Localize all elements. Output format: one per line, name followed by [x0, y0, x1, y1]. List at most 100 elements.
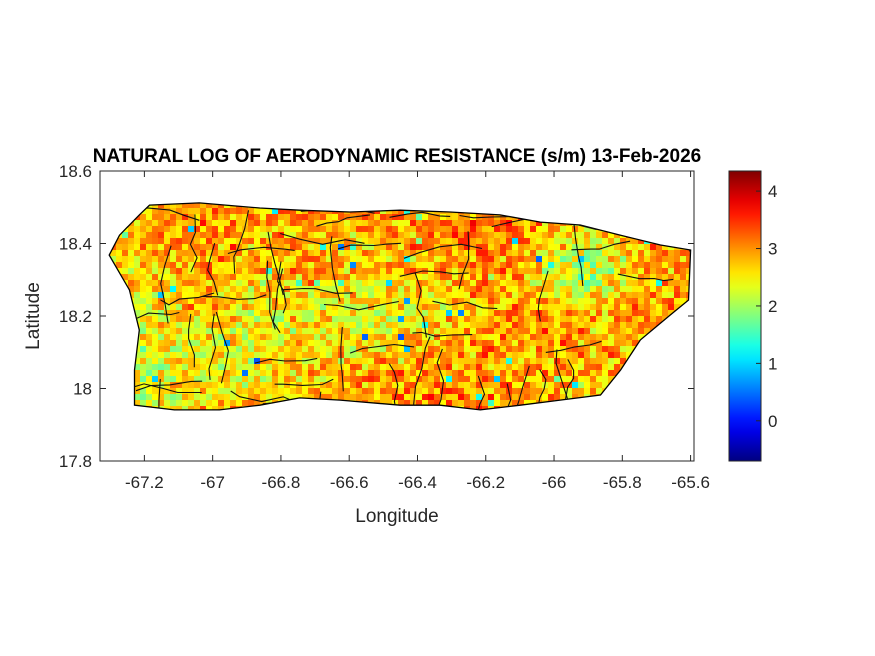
- heatmap-cell: [434, 352, 441, 359]
- heatmap-cell: [218, 220, 225, 227]
- heatmap-cell: [452, 250, 459, 257]
- heatmap-cell: [578, 340, 585, 347]
- heatmap-cell: [230, 280, 237, 287]
- heatmap-cell: [422, 400, 429, 407]
- heatmap-cell: [236, 364, 243, 371]
- heatmap-cell: [440, 352, 447, 359]
- heatmap-cell: [566, 352, 573, 359]
- heatmap-cell: [596, 256, 603, 263]
- heatmap-cell: [608, 358, 615, 365]
- heatmap-cell: [158, 328, 165, 335]
- municipality-boundary: [267, 231, 284, 296]
- heatmap-cell: [674, 280, 681, 287]
- heatmap-cell: [506, 370, 513, 377]
- heatmap-cell: [212, 322, 219, 329]
- heatmap-cell: [266, 382, 273, 389]
- heatmap-cell: [482, 376, 489, 383]
- heatmap-cell: [290, 376, 297, 383]
- heatmap-cell: [140, 316, 147, 323]
- heatmap-cell: [518, 310, 525, 317]
- heatmap-cell: [392, 220, 399, 227]
- heatmap-cell: [500, 256, 507, 263]
- heatmap-cell: [392, 298, 399, 305]
- heatmap-cell: [470, 292, 477, 299]
- heatmap-cell: [614, 346, 621, 353]
- heatmap-cell: [332, 226, 339, 233]
- heatmap-cell: [206, 220, 213, 227]
- heatmap-cell: [404, 340, 411, 347]
- heatmap-cell: [602, 310, 609, 317]
- heatmap-cell: [158, 394, 165, 401]
- heatmap-cell: [566, 244, 573, 251]
- x-tick-label: -66.2: [466, 473, 505, 492]
- heatmap-cell: [266, 394, 273, 401]
- heatmap-cell: [530, 316, 537, 323]
- heatmap-cell: [506, 226, 513, 233]
- heatmap-cell: [494, 244, 501, 251]
- heatmap-cell: [590, 352, 597, 359]
- heatmap-cell: [314, 298, 321, 305]
- heatmap-cell: [674, 262, 681, 269]
- heatmap-cell: [380, 274, 387, 281]
- heatmap-cell: [224, 232, 231, 239]
- heatmap-cell: [146, 304, 153, 311]
- heatmap-cell: [530, 376, 537, 383]
- heatmap-cell: [116, 238, 123, 245]
- heatmap-cell: [434, 316, 441, 323]
- heatmap-cell: [446, 220, 453, 227]
- heatmap-cell: [620, 310, 627, 317]
- heatmap-cell: [506, 304, 513, 311]
- heatmap-cell: [188, 352, 195, 359]
- heatmap-cell: [464, 298, 471, 305]
- heatmap-cell: [614, 358, 621, 365]
- heatmap-cell: [566, 370, 573, 377]
- heatmap-cell: [428, 304, 435, 311]
- heatmap-cell: [644, 250, 651, 257]
- heatmap-cell: [452, 220, 459, 227]
- heatmap-cell: [428, 328, 435, 335]
- heatmap-cell: [362, 244, 369, 251]
- y-tick-label: 17.8: [59, 452, 92, 471]
- heatmap-cell: [488, 310, 495, 317]
- heatmap-cell: [290, 334, 297, 341]
- heatmap-cell: [236, 214, 243, 221]
- heatmap-cell: [308, 268, 315, 275]
- heatmap-cell: [452, 388, 459, 395]
- heatmap-cell: [314, 316, 321, 323]
- heatmap-cell: [476, 244, 483, 251]
- heatmap-cell: [452, 214, 459, 221]
- heatmap-cell: [290, 346, 297, 353]
- heatmap-cell: [620, 298, 627, 305]
- heatmap-cell: [146, 394, 153, 401]
- heatmap-cell: [482, 268, 489, 275]
- heatmap-cell: [290, 244, 297, 251]
- heatmap-cell: [554, 256, 561, 263]
- heatmap-cell: [500, 364, 507, 371]
- heatmap-cell: [506, 340, 513, 347]
- heatmap-cell: [146, 286, 153, 293]
- heatmap-cell: [512, 352, 519, 359]
- heatmap-cell: [422, 280, 429, 287]
- heatmap-cell: [548, 376, 555, 383]
- heatmap-cell: [206, 280, 213, 287]
- heatmap-cell: [440, 232, 447, 239]
- heatmap-cell: [272, 268, 279, 275]
- heatmap-cell: [650, 304, 657, 311]
- heatmap-cell: [530, 358, 537, 365]
- heatmap-cell: [578, 370, 585, 377]
- heatmap-cell: [290, 268, 297, 275]
- heatmap-cell: [230, 232, 237, 239]
- heatmap-cell: [386, 238, 393, 245]
- heatmap-cell: [458, 286, 465, 293]
- heatmap-cell: [632, 334, 639, 341]
- heatmap-cell: [278, 310, 285, 317]
- heatmap-cell: [488, 382, 495, 389]
- heatmap-cell: [194, 340, 201, 347]
- heatmap-cell: [458, 280, 465, 287]
- heatmap-cell: [428, 322, 435, 329]
- heatmap-cell: [584, 250, 591, 257]
- heatmap-cell: [548, 268, 555, 275]
- heatmap-cell: [632, 286, 639, 293]
- heatmap-cell: [326, 232, 333, 239]
